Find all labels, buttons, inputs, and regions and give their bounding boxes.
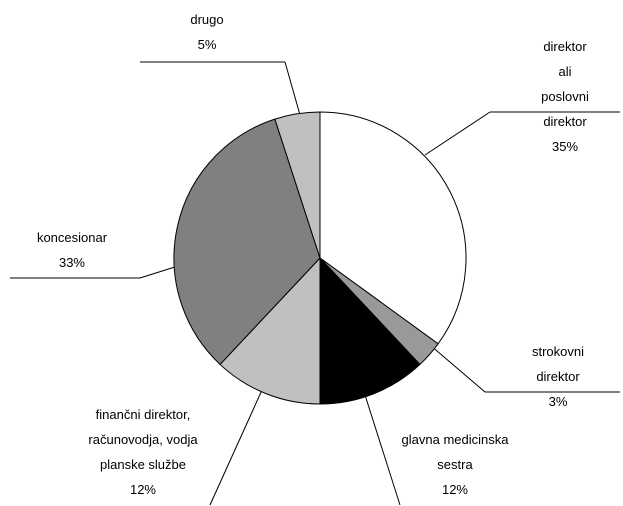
category-label: direktor ali poslovni direktor [541,39,589,129]
pie-slice [319,256,421,405]
slice-label: strokovni direktor 3% [526,339,591,414]
slice-label: finančni direktor, računovodja, vodja pl… [88,402,197,502]
pie-slice [173,118,321,366]
slice-label: direktor ali poslovni direktor 35% [536,34,594,159]
leader-lines [10,61,620,506]
slice-label: glavna medicinska sestra 12% [402,427,509,502]
slice-label: drugo 5% [190,7,223,57]
category-label: finančni direktor, računovodja, vodja pl… [88,407,198,472]
leader-line [424,111,491,156]
leader-line [364,394,401,506]
value-label: 33% [58,255,86,270]
value-label: 35% [551,139,579,154]
pie-slice [219,256,321,405]
slice-label: koncesionar 33% [37,225,107,275]
value-label: 12% [441,482,469,497]
category-label: glavna medicinska sestra [401,432,509,472]
leader-line [429,344,486,393]
value-label: 12% [129,482,157,497]
pie-slice [319,111,467,345]
category-label: strokovni direktor [531,344,585,384]
value-label: 3% [548,394,568,409]
leader-line [139,265,179,279]
value-label: 5% [197,37,217,52]
leader-line [209,389,263,506]
pie-slice [274,111,321,259]
leader-line [284,61,301,116]
category-label: drugo [190,12,224,27]
category-label: koncesionar [36,230,108,245]
